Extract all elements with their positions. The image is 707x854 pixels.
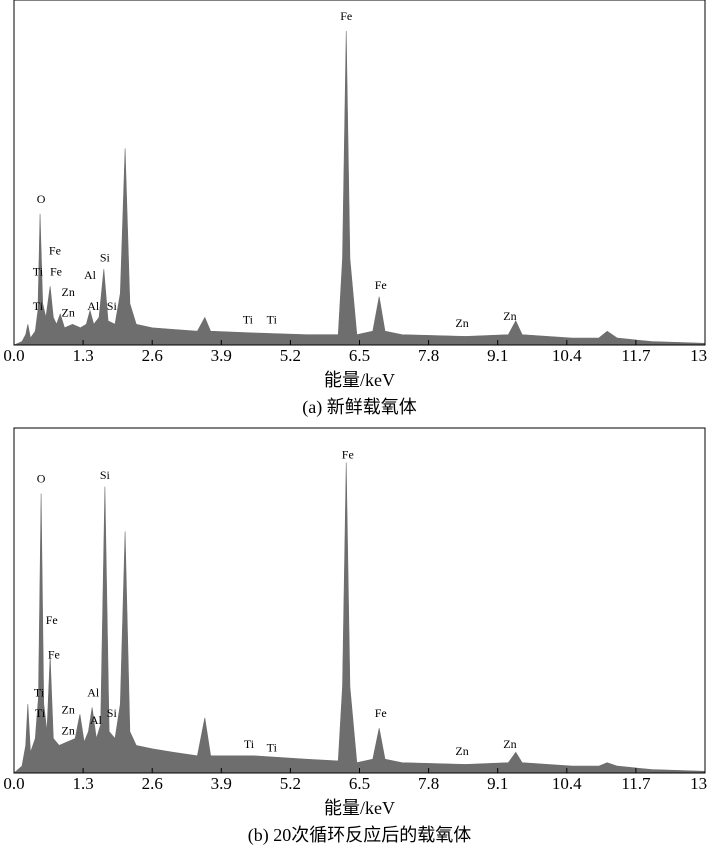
peak-label: O	[37, 192, 46, 206]
peak-label: Ti	[243, 313, 254, 327]
x-axis-label: 能量/keV	[324, 370, 395, 390]
x-tick-label: 0.0	[3, 346, 24, 365]
peak-label: Ti	[244, 737, 255, 751]
x-tick-label: 3.9	[211, 346, 232, 365]
peak-label: Fe	[340, 9, 352, 23]
peak-label: Al	[87, 299, 100, 313]
x-tick-label: 2.6	[142, 346, 163, 365]
x-axis-label: 能量/keV	[324, 798, 395, 818]
peak-label: Ti	[267, 313, 278, 327]
peak-label: Ti	[33, 299, 44, 313]
x-tick-label: 5.2	[280, 346, 301, 365]
peak-label: Ti	[34, 685, 45, 699]
peak-label: Zn	[62, 703, 75, 717]
peak-label: Zn	[455, 744, 468, 758]
peak-label: Fe	[375, 706, 387, 720]
caption: (a) 新鲜载氧体	[302, 397, 416, 418]
peak-label: Fe	[342, 447, 354, 461]
x-tick-label: 10.4	[552, 346, 582, 365]
x-tick-label: 6.5	[349, 774, 370, 793]
peak-label: Fe	[50, 264, 62, 278]
x-tick-label: 7.8	[418, 774, 439, 793]
peak-label: Al	[84, 268, 97, 282]
peak-label: Ti	[35, 706, 46, 720]
x-tick-label: 11.7	[621, 346, 651, 365]
peak-label: Zn	[503, 309, 516, 323]
peak-label: Si	[100, 251, 111, 265]
spectrum-area	[13, 462, 706, 774]
peak-label: Zn	[503, 737, 516, 751]
x-tick-label: 6.5	[349, 346, 370, 365]
peak-label: Zn	[62, 306, 75, 320]
x-tick-label: 3.9	[211, 774, 232, 793]
peak-label: Zn	[62, 723, 75, 737]
x-tick-label: 2.6	[142, 774, 163, 793]
peak-label: Fe	[46, 613, 58, 627]
x-tick-label: 13.0	[690, 346, 707, 365]
x-tick-label: 10.4	[552, 774, 582, 793]
peak-label: Fe	[375, 278, 387, 292]
peak-label: Si	[107, 706, 118, 720]
x-tick-label: 9.1	[487, 346, 508, 365]
plot-frame	[13, 0, 706, 346]
x-tick-label: 13.0	[690, 774, 707, 793]
x-tick-label: 1.3	[72, 346, 93, 365]
peak-label: Fe	[48, 647, 60, 661]
peak-label: Ti	[33, 264, 44, 278]
x-tick-label: 7.8	[418, 346, 439, 365]
x-tick-label: 0.0	[3, 774, 24, 793]
caption: (b) 20次循环反应后的载氧体	[248, 825, 472, 846]
peak-label: Zn	[62, 285, 75, 299]
peak-label: Fe	[49, 244, 61, 258]
peak-label: Al	[87, 685, 100, 699]
peak-label: Ti	[267, 741, 278, 755]
peak-label: Si	[107, 299, 118, 313]
peak-label: Zn	[455, 316, 468, 330]
x-tick-label: 9.1	[487, 774, 508, 793]
peak-label: O	[37, 472, 46, 486]
x-tick-label: 5.2	[280, 774, 301, 793]
peak-label: Al	[90, 713, 103, 727]
x-tick-label: 11.7	[621, 774, 651, 793]
peak-label: Si	[100, 468, 111, 482]
x-tick-label: 1.3	[72, 774, 93, 793]
spectrum-area	[13, 31, 706, 346]
